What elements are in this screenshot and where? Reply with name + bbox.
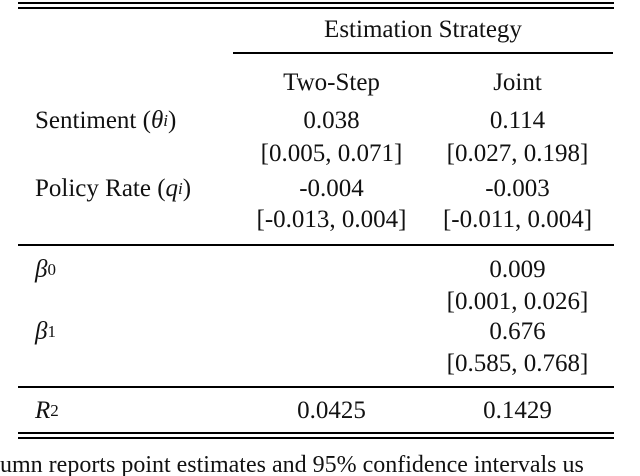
value-policy-rate-joint: -0.003 bbox=[485, 175, 550, 202]
label-text: Sentiment ( bbox=[35, 107, 151, 134]
math-symbol-theta: θ bbox=[150, 107, 164, 134]
label-text: Policy Rate ( bbox=[35, 175, 166, 202]
value-policy-rate-twostep: -0.004 bbox=[299, 175, 364, 202]
ci-policy-rate-twostep: [-0.013, 0.004] bbox=[256, 206, 407, 233]
value-r-squared-joint: 0.1429 bbox=[483, 397, 552, 424]
ci-sentiment-twostep: [0.005, 0.071] bbox=[260, 140, 403, 167]
row-label-sentiment: Sentiment (θ i) bbox=[35, 107, 177, 134]
table-caption-clipped: umn reports point estimates and 95% conf… bbox=[0, 452, 584, 476]
math-symbol-r: R bbox=[35, 397, 51, 424]
section-divider-rule bbox=[18, 244, 614, 246]
math-symbol-q: q bbox=[165, 175, 179, 202]
label-text-close: ) bbox=[182, 175, 192, 202]
value-sentiment-joint: 0.114 bbox=[489, 107, 546, 134]
ci-policy-rate-joint: [-0.011, 0.004] bbox=[442, 206, 593, 233]
section-divider-rule bbox=[18, 386, 614, 388]
column-header-joint: Joint bbox=[493, 69, 542, 96]
value-beta0-joint: 0.009 bbox=[489, 256, 546, 283]
group-header-underline-rule bbox=[233, 52, 613, 54]
value-sentiment-twostep: 0.038 bbox=[303, 107, 360, 134]
table-top-double-rule bbox=[18, 2, 614, 9]
ci-sentiment-joint: [0.027, 0.198] bbox=[446, 140, 589, 167]
column-header-two-step: Two-Step bbox=[283, 69, 380, 96]
row-label-policy-rate: Policy Rate (q i) bbox=[35, 175, 192, 202]
table-bottom-double-rule bbox=[18, 432, 614, 439]
ci-beta0-joint: [0.001, 0.026] bbox=[446, 288, 589, 315]
math-symbol-beta: β bbox=[35, 318, 48, 345]
label-text-close: ) bbox=[167, 107, 177, 134]
group-header-estimation-strategy: Estimation Strategy bbox=[324, 16, 522, 43]
ci-beta1-joint: [0.585, 0.768] bbox=[446, 350, 589, 377]
value-r-squared-twostep: 0.0425 bbox=[297, 397, 366, 424]
value-beta1-joint: 0.676 bbox=[489, 318, 546, 345]
math-symbol-beta: β bbox=[35, 256, 48, 283]
